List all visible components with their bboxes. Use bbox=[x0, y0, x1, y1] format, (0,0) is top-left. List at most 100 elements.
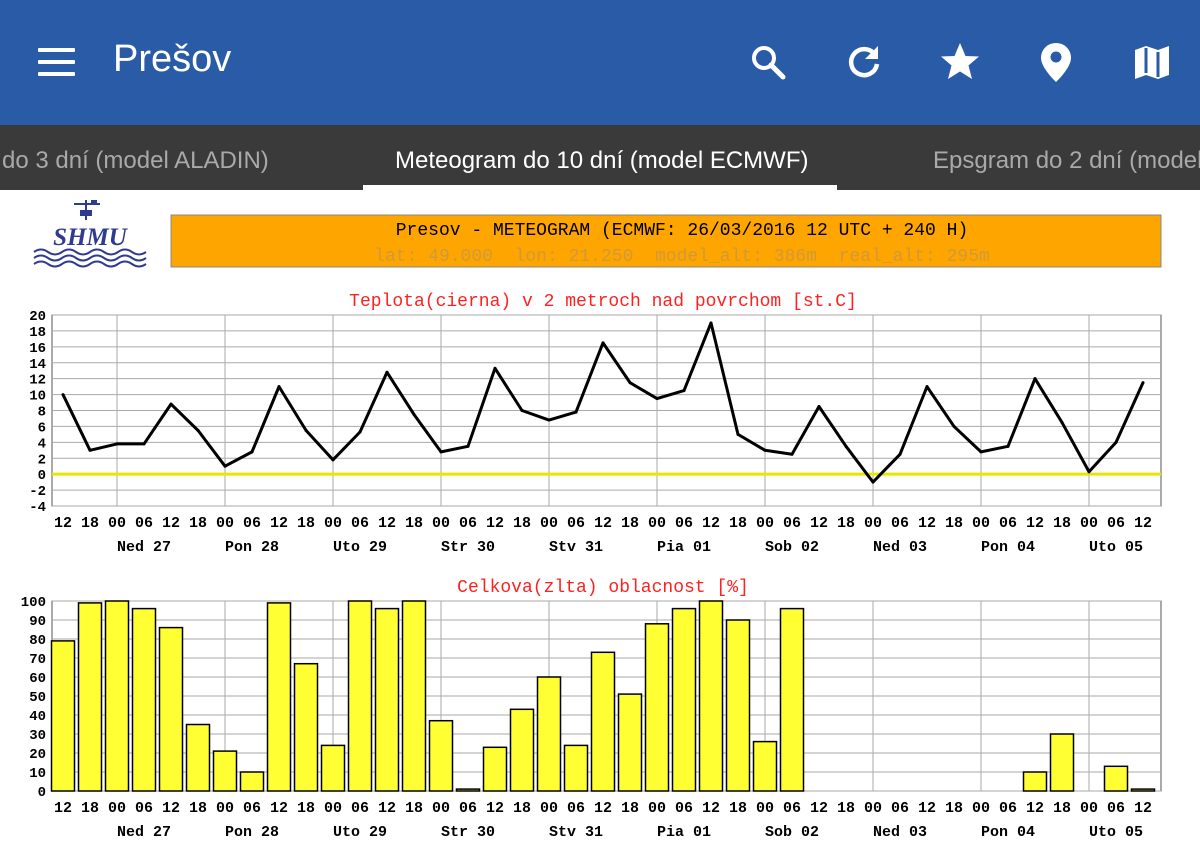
cloud-bar bbox=[563, 744, 589, 792]
tab-aladin[interactable]: do 3 dní (model ALADIN) bbox=[2, 147, 269, 174]
x-tick-label: 06 bbox=[999, 515, 1017, 532]
x-tick-label: 06 bbox=[891, 515, 909, 532]
app-bar: Prešov bbox=[0, 0, 1200, 125]
x-tick-label: 06 bbox=[135, 800, 153, 817]
x-tick-label: 06 bbox=[351, 800, 369, 817]
x-tick-label: 12 bbox=[702, 515, 720, 532]
cloud-bar bbox=[1103, 765, 1129, 792]
cloud-bar bbox=[509, 708, 535, 792]
cloud-bar bbox=[185, 723, 211, 792]
x-tick-label: 06 bbox=[459, 800, 477, 817]
x-tick-label: 06 bbox=[135, 515, 153, 532]
temperature-point bbox=[574, 410, 578, 414]
cloud-bar bbox=[77, 602, 103, 792]
temperature-chart-title: Teplota(cierna) v 2 metroch nad povrchom… bbox=[349, 292, 857, 312]
temperature-point bbox=[196, 428, 200, 432]
x-tick-label: 18 bbox=[837, 800, 855, 817]
cloud-bar bbox=[725, 619, 751, 792]
tab-epsgram[interactable]: Epsgram do 2 dní (model bbox=[933, 147, 1200, 174]
x-tick-label: 12 bbox=[594, 515, 612, 532]
cloud-bar bbox=[347, 600, 373, 792]
cloud-bar bbox=[131, 607, 157, 792]
cloud-bar bbox=[1130, 788, 1156, 792]
x-tick-label: 18 bbox=[297, 800, 315, 817]
page-title: Prešov bbox=[113, 38, 232, 80]
x-tick-label: 06 bbox=[1107, 515, 1125, 532]
x-tick-label: 00 bbox=[1080, 515, 1098, 532]
y-tick-label: 8 bbox=[38, 405, 46, 421]
day-label: Uto 05 bbox=[1089, 824, 1143, 841]
x-tick-label: 00 bbox=[756, 800, 774, 817]
temperature-point bbox=[817, 405, 821, 409]
temperature-point bbox=[88, 448, 92, 452]
x-tick-label: 18 bbox=[513, 515, 531, 532]
day-label: Str 30 bbox=[441, 824, 495, 841]
day-label: Pon 04 bbox=[981, 824, 1035, 841]
cloud-bar bbox=[158, 626, 184, 792]
temperature-point bbox=[358, 430, 362, 434]
x-tick-label: 12 bbox=[270, 515, 288, 532]
hamburger-icon bbox=[38, 48, 75, 52]
x-tick-label: 12 bbox=[1134, 515, 1152, 532]
y-tick-label: 0 bbox=[38, 785, 46, 801]
location-pin-icon bbox=[1041, 43, 1071, 82]
shmu-logo: SHMU bbox=[33, 200, 147, 268]
cloud-bar bbox=[104, 600, 130, 792]
refresh-button[interactable] bbox=[838, 36, 890, 88]
x-tick-label: 00 bbox=[216, 515, 234, 532]
cloud-bar bbox=[50, 640, 76, 792]
y-tick-label: 10 bbox=[29, 389, 46, 405]
cloud-bar bbox=[752, 740, 778, 792]
y-tick-label: 70 bbox=[29, 652, 46, 668]
x-tick-label: 06 bbox=[783, 515, 801, 532]
favorite-button[interactable] bbox=[934, 36, 986, 88]
tab-bar: do 3 dní (model ALADIN) Meteogram do 10 … bbox=[0, 125, 1200, 190]
x-tick-label: 12 bbox=[918, 800, 936, 817]
temperature-point bbox=[1114, 440, 1118, 444]
x-tick-label: 00 bbox=[756, 515, 774, 532]
x-tick-label: 00 bbox=[216, 800, 234, 817]
x-tick-label: 12 bbox=[162, 800, 180, 817]
x-tick-label: 06 bbox=[567, 800, 585, 817]
x-tick-label: 06 bbox=[459, 515, 477, 532]
temperature-point bbox=[520, 409, 524, 412]
map-button[interactable] bbox=[1126, 36, 1178, 88]
x-tick-label: 00 bbox=[972, 515, 990, 532]
x-tick-label: 06 bbox=[567, 515, 585, 532]
x-tick-label: 18 bbox=[729, 800, 747, 817]
logo-text: SHMU bbox=[53, 224, 129, 251]
x-tick-label: 06 bbox=[675, 800, 693, 817]
active-tab-indicator bbox=[363, 185, 837, 190]
cloud-bar bbox=[428, 719, 454, 792]
x-tick-label: 18 bbox=[81, 800, 99, 817]
x-tick-label: 06 bbox=[783, 800, 801, 817]
x-tick-label: 00 bbox=[648, 515, 666, 532]
x-tick-label: 06 bbox=[243, 515, 261, 532]
y-tick-label: 60 bbox=[29, 671, 46, 687]
x-tick-label: 12 bbox=[918, 515, 936, 532]
meteogram-header-title: Presov - METEOGRAM (ECMWF: 26/03/2016 12… bbox=[396, 221, 969, 241]
cloud-bar bbox=[590, 651, 616, 792]
y-tick-label: 90 bbox=[29, 614, 46, 630]
search-button[interactable] bbox=[742, 36, 794, 88]
day-label: Pia 01 bbox=[657, 824, 711, 841]
refresh-icon bbox=[848, 46, 880, 78]
x-tick-label: 00 bbox=[864, 515, 882, 532]
y-tick-label: 100 bbox=[21, 595, 46, 611]
temperature-point bbox=[385, 370, 389, 374]
temperature-point bbox=[655, 397, 659, 401]
x-tick-label: 12 bbox=[378, 800, 396, 817]
day-label: Uto 29 bbox=[333, 824, 387, 841]
y-tick-label: 50 bbox=[29, 690, 46, 706]
menu-button[interactable] bbox=[30, 40, 82, 84]
tab-ecmwf[interactable]: Meteogram do 10 dní (model ECMWF) bbox=[395, 147, 809, 174]
temperature-point bbox=[169, 402, 173, 406]
temperature-point bbox=[142, 442, 146, 446]
location-button[interactable] bbox=[1030, 36, 1082, 88]
y-tick-label: 16 bbox=[29, 341, 46, 357]
x-tick-label: 12 bbox=[1026, 515, 1044, 532]
y-tick-label: 4 bbox=[38, 436, 46, 452]
cloud-bar bbox=[482, 746, 508, 792]
cloud-bar bbox=[644, 623, 670, 792]
x-tick-label: 00 bbox=[432, 800, 450, 817]
